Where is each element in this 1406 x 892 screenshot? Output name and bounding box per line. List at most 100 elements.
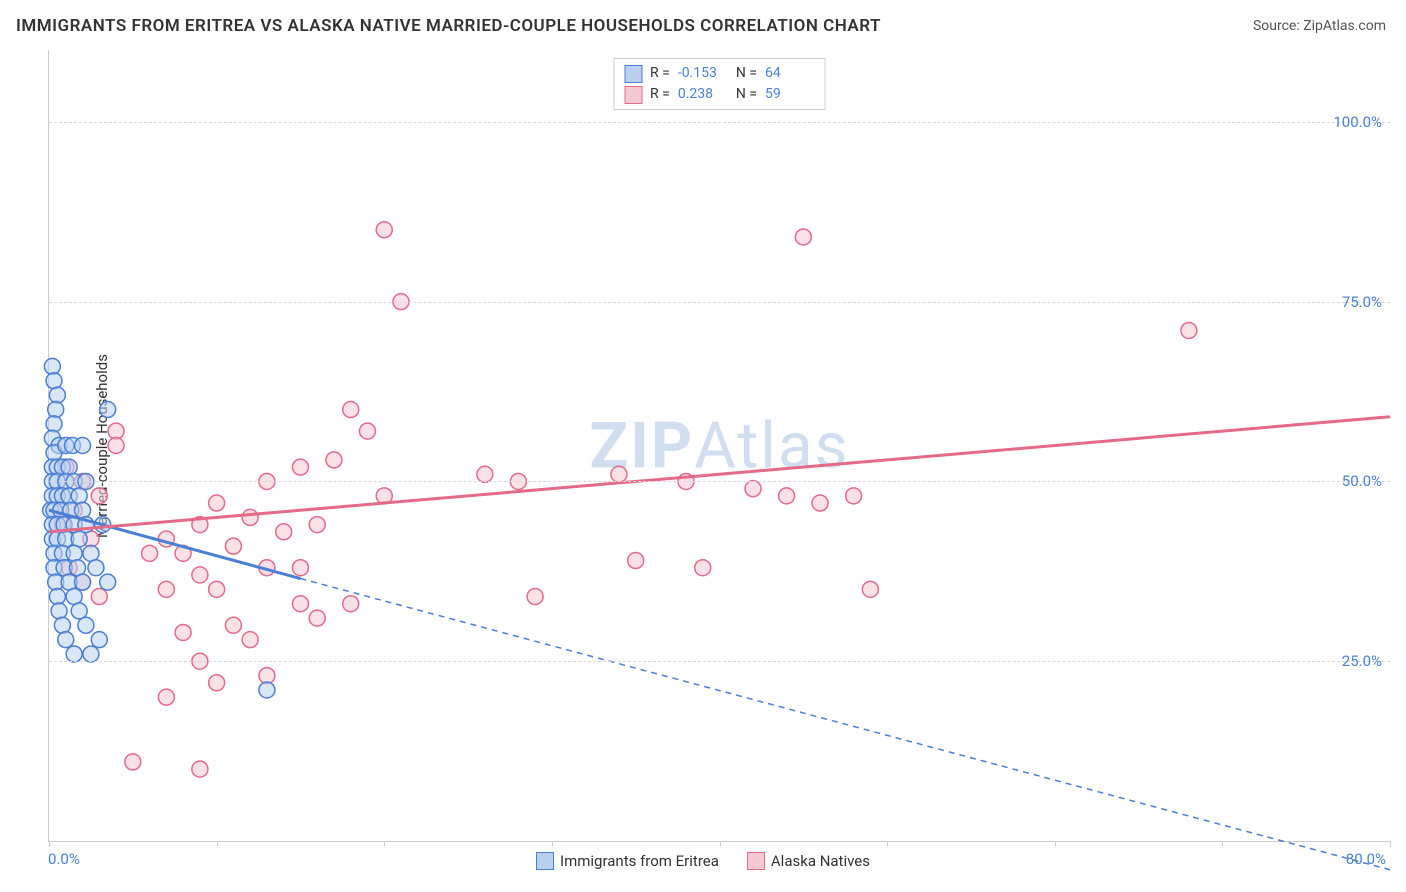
chart-plot-area: ZIPAtlas R = -0.153 N = 64 R = 0.238 N =… xyxy=(48,50,1390,842)
scatter-point xyxy=(359,423,375,439)
scatter-point xyxy=(158,689,174,705)
gridline xyxy=(49,661,1390,662)
chart-title: IMMIGRANTS FROM ERITREA VS ALASKA NATIVE… xyxy=(16,16,881,36)
legend-r-label: R = xyxy=(650,84,670,105)
scatter-point xyxy=(48,402,64,418)
scatter-point xyxy=(779,488,795,504)
legend-bottom-swatch-0 xyxy=(536,852,554,870)
y-tick-label: 50.0% xyxy=(1342,472,1382,490)
scatter-point xyxy=(225,617,241,633)
legend-r-value-1: 0.238 xyxy=(678,84,728,105)
legend-bottom-label-1: Alaska Natives xyxy=(771,852,870,870)
scatter-point xyxy=(242,509,258,525)
scatter-point xyxy=(745,481,761,497)
scatter-point xyxy=(75,502,91,518)
x-tick xyxy=(217,841,218,847)
gridline xyxy=(49,122,1390,123)
scatter-point xyxy=(209,495,225,511)
legend-n-value-1: 59 xyxy=(765,84,815,105)
scatter-point xyxy=(46,373,62,389)
scatter-point xyxy=(66,589,82,605)
legend-bottom-label-0: Immigrants from Eritrea xyxy=(560,852,719,870)
trend-line xyxy=(49,417,1390,532)
scatter-point xyxy=(83,545,99,561)
scatter-point xyxy=(192,567,208,583)
x-tick xyxy=(384,841,385,847)
scatter-point xyxy=(100,402,116,418)
scatter-point xyxy=(695,560,711,576)
scatter-point xyxy=(100,574,116,590)
gridline xyxy=(49,481,1390,482)
legend-r-value-0: -0.153 xyxy=(678,63,728,84)
legend-swatch-1 xyxy=(624,86,642,104)
scatter-point xyxy=(225,538,241,554)
scatter-point xyxy=(75,574,91,590)
legend-bottom-swatch-1 xyxy=(747,852,765,870)
x-tick xyxy=(887,841,888,847)
x-tick xyxy=(1222,841,1223,847)
scatter-point xyxy=(75,438,91,454)
gridline xyxy=(49,302,1390,303)
scatter-point xyxy=(125,754,141,770)
series-legend: Immigrants from Eritrea Alaska Natives xyxy=(536,852,870,870)
scatter-point xyxy=(326,452,342,468)
scatter-point xyxy=(108,438,124,454)
scatter-point xyxy=(49,387,65,403)
trend-line-extrapolated xyxy=(300,579,1390,870)
scatter-point xyxy=(51,603,67,619)
x-tick xyxy=(720,841,721,847)
x-tick-min: 0.0% xyxy=(48,850,80,868)
scatter-point xyxy=(343,596,359,612)
scatter-point xyxy=(49,589,65,605)
source-attribution: Source: ZipAtlas.com xyxy=(1253,18,1386,34)
legend-n-label: N = xyxy=(736,84,757,105)
scatter-point xyxy=(309,517,325,533)
scatter-point xyxy=(66,646,82,662)
y-tick-label: 75.0% xyxy=(1342,293,1382,311)
scatter-point xyxy=(69,560,85,576)
scatter-point xyxy=(91,488,107,504)
scatter-point xyxy=(292,596,308,612)
scatter-point xyxy=(108,423,124,439)
scatter-point xyxy=(292,459,308,475)
scatter-point xyxy=(44,358,60,374)
scatter-point xyxy=(66,545,82,561)
scatter-point xyxy=(175,624,191,640)
scatter-point xyxy=(209,675,225,691)
scatter-point xyxy=(276,524,292,540)
scatter-point xyxy=(91,589,107,605)
scatter-point xyxy=(209,581,225,597)
scatter-point xyxy=(812,495,828,511)
scatter-point xyxy=(862,581,878,597)
scatter-point xyxy=(259,668,275,684)
scatter-point xyxy=(292,560,308,576)
scatter-point xyxy=(343,402,359,418)
legend-item-0: Immigrants from Eritrea xyxy=(536,852,719,870)
x-tick xyxy=(1390,841,1391,847)
scatter-point xyxy=(158,581,174,597)
legend-r-label: R = xyxy=(650,63,670,84)
scatter-point xyxy=(1181,322,1197,338)
scatter-point xyxy=(83,646,99,662)
scatter-point xyxy=(242,632,258,648)
x-tick xyxy=(552,841,553,847)
scatter-point xyxy=(192,761,208,777)
x-tick-max: 80.0% xyxy=(1346,850,1386,868)
scatter-point xyxy=(71,531,87,547)
scatter-point xyxy=(309,610,325,626)
scatter-point xyxy=(54,617,70,633)
legend-n-label: N = xyxy=(736,63,757,84)
scatter-point xyxy=(71,603,87,619)
scatter-point xyxy=(527,589,543,605)
y-tick-label: 100.0% xyxy=(1333,113,1382,131)
scatter-point xyxy=(46,416,62,432)
scatter-point xyxy=(88,560,104,576)
scatter-point xyxy=(259,682,275,698)
scatter-point xyxy=(78,617,94,633)
legend-item-1: Alaska Natives xyxy=(747,852,870,870)
scatter-point xyxy=(611,466,627,482)
legend-n-value-0: 64 xyxy=(765,63,815,84)
scatter-point xyxy=(376,222,392,238)
scatter-point xyxy=(477,466,493,482)
scatter-point xyxy=(58,632,74,648)
